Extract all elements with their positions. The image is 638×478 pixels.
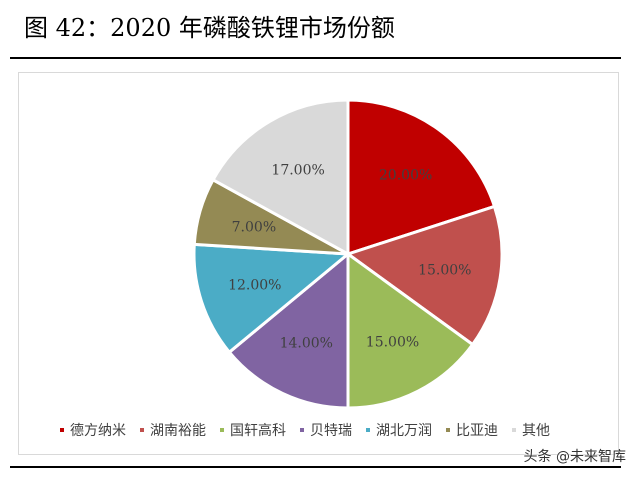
legend-marker-5 (366, 428, 370, 432)
legend-marker-6 (446, 428, 450, 432)
legend-label-4: 贝特瑞 (310, 423, 352, 439)
legend-item-6: 比亚迪 (446, 420, 498, 440)
top-rule (10, 57, 621, 59)
legend-label-5: 湖北万润 (376, 423, 432, 439)
legend-marker-1 (60, 428, 64, 432)
legend-marker-2 (140, 428, 144, 432)
watermark: 头条 @未来智库 (523, 449, 626, 465)
legend-label-2: 湖南裕能 (150, 423, 206, 439)
legend-item-1: 德方纳米 (60, 420, 126, 440)
legend-item-2: 湖南裕能 (140, 420, 206, 440)
legend-marker-4 (300, 428, 304, 432)
legend-item-3: 国轩高科 (220, 420, 286, 440)
legend-item-7: 其他 (512, 420, 550, 440)
chart-frame (18, 72, 619, 455)
bottom-rule (10, 466, 621, 468)
legend-label-7: 其他 (522, 423, 550, 439)
legend-label-6: 比亚迪 (456, 423, 498, 439)
legend-item-4: 贝特瑞 (300, 420, 352, 440)
legend-label-1: 德方纳米 (70, 423, 126, 439)
legend-marker-3 (220, 428, 224, 432)
figure-title: 图 42：2020 年磷酸铁锂市场份额 (24, 14, 395, 42)
chart-legend: 德方纳米 湖南裕能 国轩高科 贝特瑞 湖北万润 比亚迪 其他 (60, 420, 564, 440)
legend-label-3: 国轩高科 (230, 423, 286, 439)
legend-marker-7 (512, 428, 516, 432)
legend-item-5: 湖北万润 (366, 420, 432, 440)
